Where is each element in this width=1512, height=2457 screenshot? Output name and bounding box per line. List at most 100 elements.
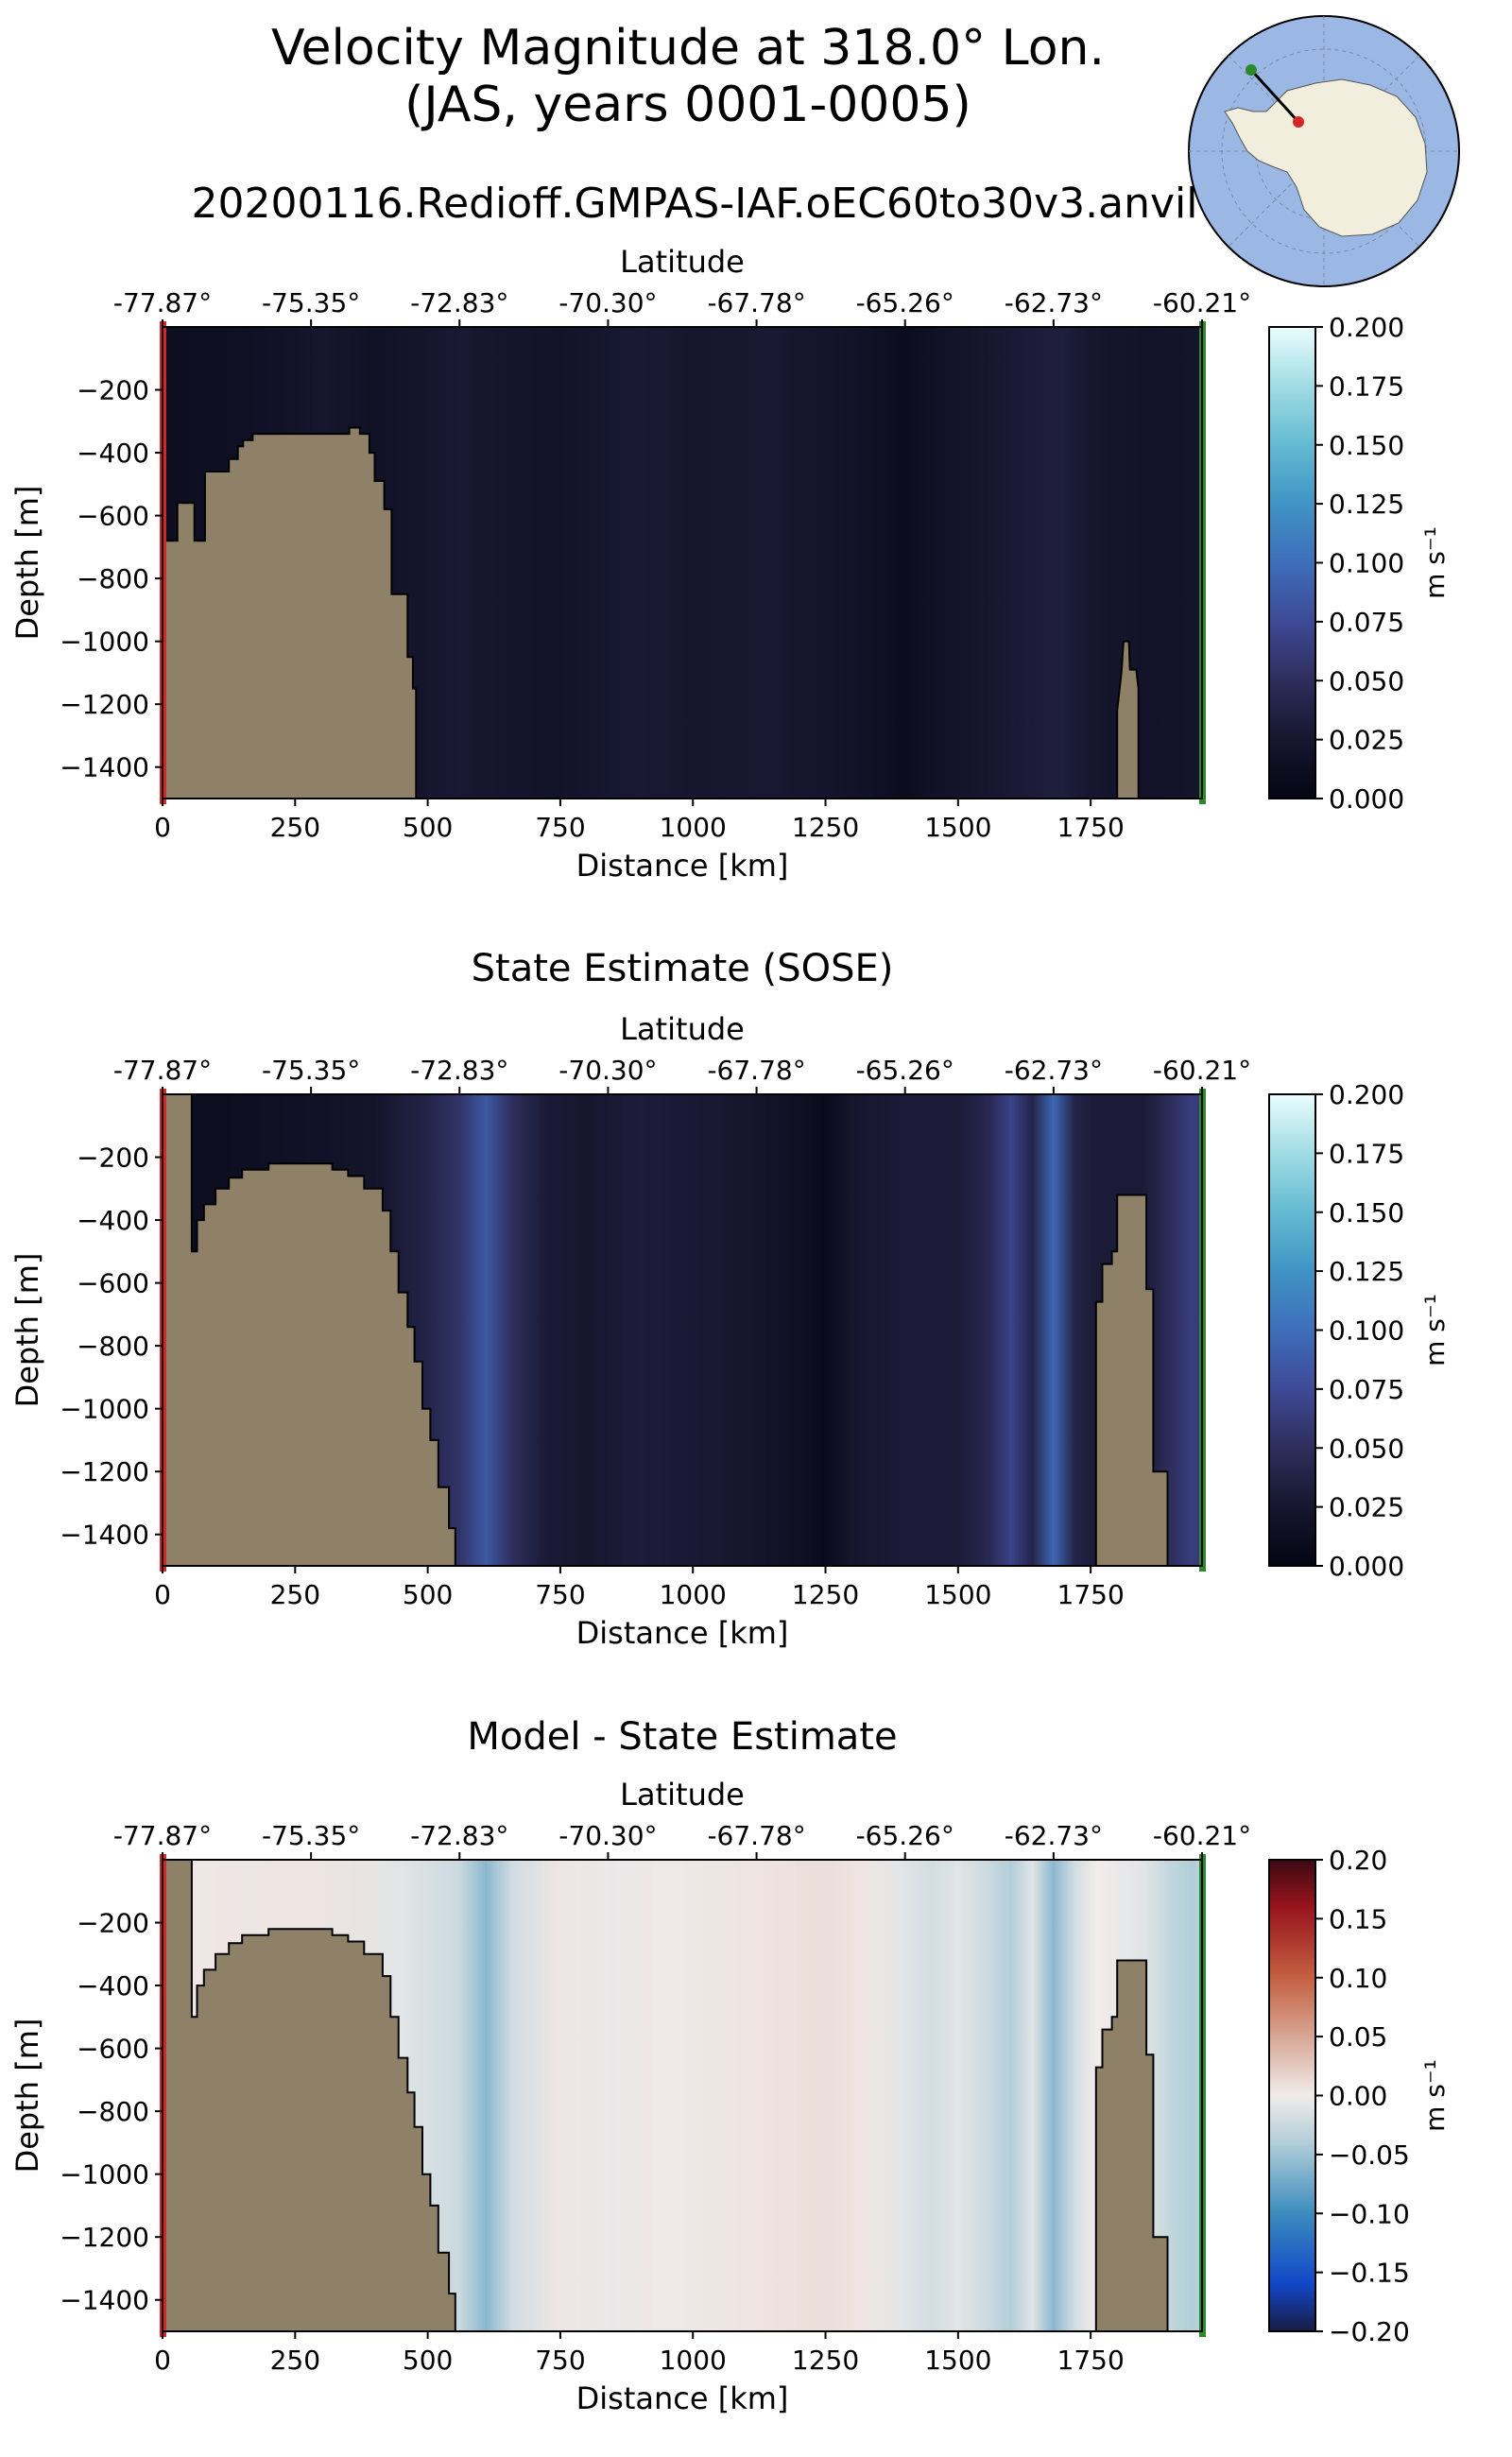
y-axis-label: Depth [m] [9,486,45,641]
x-tick-label: 1250 [792,2345,859,2376]
top-axis-label: Latitude [620,1011,745,1047]
inset-map-antarctica [1224,78,1428,237]
y-tick-label: −1000 [60,627,149,658]
y-tick-label: −800 [77,2096,149,2127]
x-tick-label: 500 [403,2345,453,2376]
plot-frame [162,326,1203,799]
colorbar-tick-label: 0.10 [1329,1963,1387,1994]
colorbar-tick-label: −0.10 [1329,2198,1410,2229]
y-tick-label: −1200 [60,689,149,720]
inset-map [1188,15,1460,287]
colorbar-tick-label: 0.175 [1329,1138,1404,1169]
colorbar-tick-label: 0.00 [1329,2081,1387,2112]
colorbar-tick-label: 0.20 [1329,1845,1387,1876]
y-tick-label: −1200 [60,2222,149,2253]
y-axis-label: Depth [m] [9,2019,45,2174]
x-tick-label: 1000 [660,1579,727,1610]
bathymetry-difference [162,1859,456,2332]
lat-tick-label: -72.83° [410,287,508,318]
y-tick-label: −400 [77,1970,149,2002]
inset-map-start-point [1293,116,1304,128]
colorbar-label: m s⁻¹ [1419,526,1451,599]
x-tick-label: 0 [154,812,171,843]
colorbar-label: m s⁻¹ [1419,2059,1451,2132]
y-tick-label: −1200 [60,1456,149,1487]
x-tick-label: 1750 [1057,812,1125,843]
colorbar-tick-label: 0.050 [1329,1433,1404,1464]
y-tick-label: −200 [77,1908,149,1939]
lat-tick-label: -67.78° [707,1055,805,1086]
x-tick-label: 750 [535,1579,585,1610]
lat-tick-label: -60.21° [1153,1055,1251,1086]
lat-tick-label: -62.73° [1005,287,1103,318]
y-tick-label: −400 [77,438,149,469]
lat-tick-label: -60.21° [1153,287,1251,318]
panel-title: Model - State Estimate [467,1715,897,1759]
colorbar-label: m s⁻¹ [1419,1294,1451,1366]
colorbar-tick-label: 0.150 [1329,430,1404,461]
lat-tick-label: -77.87° [113,1055,212,1086]
x-tick-label: 1500 [924,2345,991,2376]
x-tick-label: 1000 [660,2345,727,2376]
y-tick-label: −600 [77,2034,149,2065]
lat-tick-label: -70.30° [558,1820,657,1851]
colorbar [1268,326,1316,799]
lat-tick-label: -62.73° [1005,1055,1103,1086]
y-axis-label: Depth [m] [9,1253,45,1408]
x-tick-label: 1250 [792,1579,859,1610]
top-axis-label: Latitude [620,1777,745,1813]
colorbar-tick-label: 0.15 [1329,1903,1387,1934]
lat-tick-label: -65.26° [856,1055,954,1086]
colorbar-tick-label: −0.05 [1329,2139,1410,2171]
lat-tick-label: -77.87° [113,287,212,318]
colorbar-tick-label: −0.15 [1329,2258,1410,2289]
y-tick-label: −1000 [60,2159,149,2191]
x-tick-label: 1250 [792,812,859,843]
y-tick-label: −1400 [60,1520,149,1551]
lat-tick-label: -70.30° [558,287,657,318]
colorbar-tick-label: 0.200 [1329,312,1404,343]
figure-title-line2: (JAS, years 0001-0005) [404,77,971,133]
x-tick-label: 1750 [1057,1579,1125,1610]
x-tick-label: 750 [535,812,585,843]
x-tick-label: 0 [154,1579,171,1610]
lat-tick-label: -75.35° [262,1055,360,1086]
panel-title: State Estimate (SOSE) [472,947,894,990]
y-tick-label: −1400 [60,752,149,783]
panel-obs: 0 250 500 750 1000 1250 1500 1750 Distance [km] -… [9,947,1451,1651]
x-tick-label: 1750 [1057,2345,1125,2376]
colorbar-tick-label: 0.000 [1329,783,1404,815]
lat-tick-label: -62.73° [1005,1820,1103,1851]
lat-tick-label: -67.78° [707,287,805,318]
colorbar-tick-label: −0.20 [1329,2316,1410,2347]
x-tick-label: 250 [270,812,320,843]
seamount-model [1116,640,1140,799]
lat-tick-label: -70.30° [558,1055,657,1086]
colorbar [1268,1859,1316,2332]
lat-tick-label: -72.83° [410,1055,508,1086]
colorbar-tick-label: 0.125 [1329,1256,1404,1287]
colorbar-tick-label: 0.100 [1329,1315,1404,1347]
bathymetry-model [162,426,418,799]
colorbar [1268,1093,1316,1567]
colorbar-tick-label: 0.025 [1329,725,1404,756]
colorbar-tick-label: 0.200 [1329,1079,1404,1110]
plot-frame [162,1093,1203,1567]
colorbar-tick-label: 0.025 [1329,1492,1404,1523]
lat-tick-label: -65.26° [856,1820,954,1851]
figure-title-line1: Velocity Magnitude at 318.0° Lon. [271,20,1105,77]
x-tick-label: 1000 [660,812,727,843]
y-tick-label: −400 [77,1205,149,1236]
lat-tick-label: -67.78° [707,1820,805,1851]
y-tick-label: −600 [77,1268,149,1299]
lat-tick-label: -72.83° [410,1820,508,1851]
panel-model: 0 250 500 750 1000 1250 1500 1750 Distance [km] -… [9,244,1451,884]
colorbar-tick-label: 0.050 [1329,665,1404,696]
colorbar-tick-label: 0.05 [1329,2021,1387,2053]
x-tick-label: 1500 [924,812,991,843]
colorbar-tick-label: 0.075 [1329,607,1404,638]
x-tick-label: 500 [403,812,453,843]
seamount-difference [1094,1959,1169,2332]
x-axis-label: Distance [km] [576,848,789,884]
